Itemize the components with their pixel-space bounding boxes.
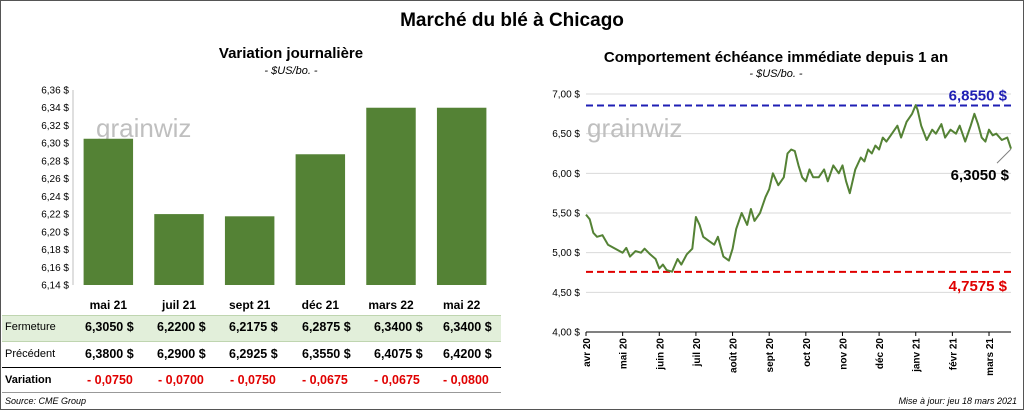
line-x-tick-label: oct 20 xyxy=(802,338,813,367)
bar-chart-title: Variation journalière xyxy=(218,45,364,62)
source-note: Source: CME Group xyxy=(5,396,87,406)
bar-x-category-label: juil 21 xyxy=(161,298,196,312)
previous-cell: 6,2925 $ xyxy=(229,347,278,361)
low-label: 4,7575 $ xyxy=(949,278,1008,295)
line-x-tick-label: sept 20 xyxy=(765,338,776,373)
line-x-tick-label: mars 21 xyxy=(985,338,996,376)
line-x-tick-label: janv 21 xyxy=(912,338,923,373)
bar-y-tick-label: 6,30 $ xyxy=(41,139,69,150)
price-series-line xyxy=(585,104,1012,273)
previous-row-band xyxy=(2,341,501,368)
close-cell: 6,3050 $ xyxy=(85,320,134,334)
previous-cell: 6,2900 $ xyxy=(157,347,206,361)
line-x-tick-label: avr 20 xyxy=(582,338,593,367)
line-chart: 4,00 $ 4,50 $ 5,00 $ 5,50 $ 6,00 $ 6,50 $ 7,00… xyxy=(552,88,1012,376)
line-y-tick-label: 4,00 $ xyxy=(552,328,580,339)
variation-cell: - 0,0750 xyxy=(87,373,133,387)
bar xyxy=(83,138,134,285)
bar xyxy=(295,154,346,285)
line-y-tick-label: 5,00 $ xyxy=(552,248,580,259)
bar-y-tick-label: 6,16 $ xyxy=(41,263,69,274)
line-y-tick-label: 7,00 $ xyxy=(552,90,580,101)
bar-y-tick-label: 6,34 $ xyxy=(41,103,69,114)
last-value-leader xyxy=(996,148,1012,164)
bar-chart: 6,14 $ 6,16 $ 6,18 $ 6,20 $ 6,22 $ 6,24 $ 6,26… xyxy=(41,86,487,312)
last-value-label: 6,3050 $ xyxy=(951,167,1010,184)
watermark: grainwiz xyxy=(96,113,191,143)
bar-y-tick-label: 6,24 $ xyxy=(41,192,69,203)
bar-y-tick-label: 6,18 $ xyxy=(41,245,69,256)
close-cell: 6,2200 $ xyxy=(157,320,206,334)
bar xyxy=(436,107,487,286)
bar-y-tick-label: 6,26 $ xyxy=(41,174,69,185)
close-cell: 6,2875 $ xyxy=(302,320,351,334)
line-x-tick-label: août 20 xyxy=(729,338,740,373)
bar-y-tick-label: 6,22 $ xyxy=(41,210,69,221)
bar-x-category-label: sept 21 xyxy=(229,298,271,312)
close-cell: 6,2175 $ xyxy=(229,320,278,334)
line-x-tick-label: févr 21 xyxy=(948,338,959,371)
bar-x-category-label: mars 22 xyxy=(368,298,414,312)
row-label-variation: Variation xyxy=(5,374,52,386)
bar-y-tick-label: 6,14 $ xyxy=(41,281,69,292)
bar-y-tick-label: 6,36 $ xyxy=(41,86,69,97)
variation-cell: - 0,0675 xyxy=(374,373,420,387)
line-x-tick-label: juin 20 xyxy=(655,338,666,371)
line-y-tick-label: 6,00 $ xyxy=(552,169,580,180)
bar xyxy=(154,214,204,285)
bar xyxy=(224,216,275,285)
bar-y-tick-label: 6,28 $ xyxy=(41,156,69,167)
line-chart-title: Comportement échéance immédiate depuis 1… xyxy=(603,49,949,66)
variation-row-band xyxy=(2,368,501,393)
row-label-previous: Précédent xyxy=(5,348,56,360)
row-label-close: Fermeture xyxy=(5,321,56,333)
close-cell: 6,3400 $ xyxy=(443,320,492,334)
bar-chart-subtitle: - $US/bo. - xyxy=(264,65,318,77)
bar-x-category-label: déc 21 xyxy=(302,298,340,312)
bar-x-category-label: mai 22 xyxy=(443,298,481,312)
line-y-tick-label: 5,50 $ xyxy=(552,209,580,220)
updated-note: Mise à jour: jeu 18 mars 2021 xyxy=(898,396,1017,406)
bar xyxy=(366,107,416,286)
line-y-tick-label: 6,50 $ xyxy=(552,129,580,140)
previous-cell: 6,4075 $ xyxy=(374,347,423,361)
previous-cell: 6,4200 $ xyxy=(443,347,492,361)
variation-cell: - 0,0700 xyxy=(158,373,204,387)
variation-cell: - 0,0750 xyxy=(230,373,276,387)
variation-cell: - 0,0675 xyxy=(302,373,348,387)
bar-y-tick-label: 6,32 $ xyxy=(41,121,69,132)
close-row-band xyxy=(2,315,501,342)
bar-x-category-label: mai 21 xyxy=(90,298,128,312)
variation-cell: - 0,0800 xyxy=(443,373,489,387)
line-x-tick-label: mai 20 xyxy=(619,338,630,370)
bar-y-tick-label: 6,20 $ xyxy=(41,227,69,238)
high-label: 6,8550 $ xyxy=(949,88,1008,105)
line-x-tick-label: nov 20 xyxy=(838,338,849,370)
previous-cell: 6,3800 $ xyxy=(85,347,134,361)
previous-cell: 6,3550 $ xyxy=(302,347,351,361)
line-x-tick-label: déc 20 xyxy=(875,338,886,370)
line-x-tick-label: juil 20 xyxy=(692,338,703,368)
line-y-tick-label: 4,50 $ xyxy=(552,288,580,299)
watermark: grainwiz xyxy=(587,113,682,143)
line-chart-subtitle: - $US/bo. - xyxy=(749,68,803,80)
page-title: Marché du blé à Chicago xyxy=(400,10,624,31)
close-cell: 6,3400 $ xyxy=(374,320,423,334)
